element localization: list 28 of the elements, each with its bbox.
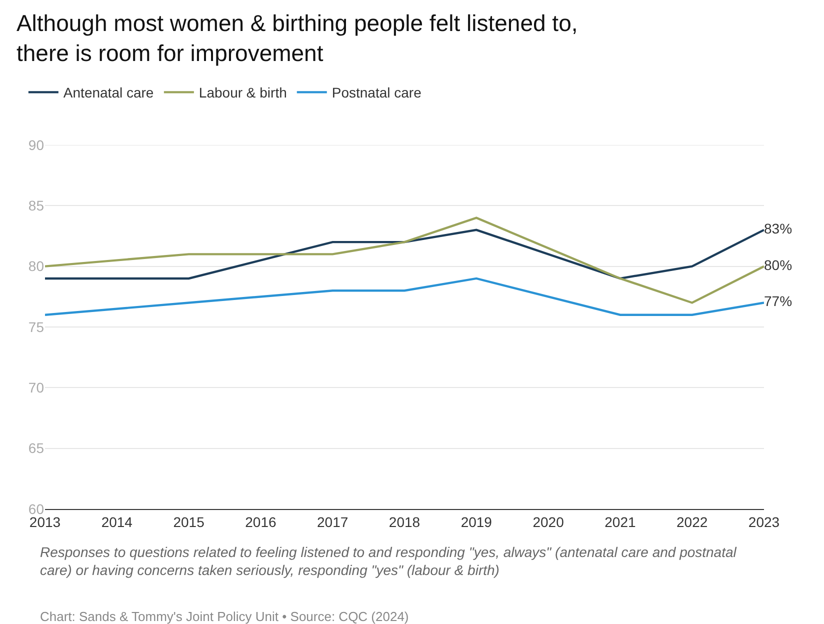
data-label: 77% xyxy=(764,293,792,310)
y-tick-label: 90 xyxy=(28,136,44,153)
y-tick-label: 65 xyxy=(28,440,44,456)
line-series xyxy=(45,216,764,304)
legend-label: Labour & birth xyxy=(198,84,287,101)
x-tick-label: 2018 xyxy=(388,514,420,530)
x-tick-label: 2020 xyxy=(532,514,564,530)
chart-title: Although most women & birthing people felt listened to, there is room for improvement xyxy=(16,10,578,66)
x-tick-label: 2014 xyxy=(101,514,133,530)
y-tick-label: 75 xyxy=(28,318,44,335)
data-label: 80% xyxy=(764,256,792,273)
y-tick-label: 85 xyxy=(28,198,44,214)
x-tick-label: 2023 xyxy=(748,514,780,530)
x-tick-label: 2022 xyxy=(676,514,708,530)
data-label: 83% xyxy=(764,220,792,236)
y-tick-label: 80 xyxy=(28,258,44,274)
y-tick-label: 70 xyxy=(28,380,44,396)
x-tick-label: 2015 xyxy=(173,514,205,530)
legend-label: Antenatal care xyxy=(63,84,154,101)
legend-label: Postnatal care xyxy=(332,84,422,101)
x-tick-label: 2019 xyxy=(460,514,492,530)
line-series xyxy=(45,228,764,280)
text: Responses to questions related to feeling listened to and responding "yes, always" (antenatal care and postnatal care) or having concerns taken seriously, responding "yes" (labour & birth) xyxy=(40,544,738,578)
line-series xyxy=(45,277,764,316)
text: Chart: Sands & Tommy's Joint Policy Unit • Source: CQC (2024) xyxy=(40,609,409,624)
x-tick-label: 2017 xyxy=(317,514,348,530)
x-tick-label: 2016 xyxy=(245,514,276,530)
x-tick-label: 2021 xyxy=(604,514,636,530)
